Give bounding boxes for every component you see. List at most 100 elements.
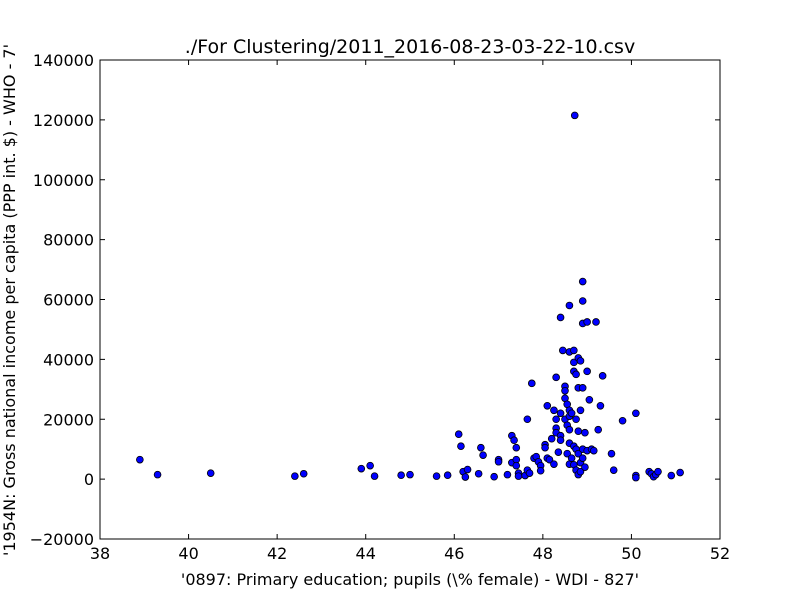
data-point-81 [570,111,579,120]
data-point-116 [632,409,640,418]
data-point-114 [609,466,618,474]
data-point-92 [576,406,585,415]
plot-background [100,60,720,539]
data-point-56 [556,409,565,418]
plot-frame [99,59,721,540]
x-tick-label-4: 46 [444,544,464,563]
data-point-82 [572,370,580,379]
y-tick-label-7: 120000 [33,111,94,130]
data-point-91 [576,357,585,365]
data-point-112 [598,372,607,380]
y-tick-label-4: 60000 [43,291,94,310]
data-point-100 [578,454,587,462]
data-point-94 [576,467,585,476]
data-point-3 [291,472,299,480]
data-point-103 [583,318,591,326]
data-point-12 [454,430,463,439]
data-point-83 [572,415,580,424]
data-point-55 [556,313,565,322]
data-point-44 [543,401,552,410]
data-point-11 [443,471,452,480]
x-tick-label-0: 38 [90,544,110,563]
y-tick-label-3: 40000 [43,350,94,369]
data-point-7 [370,472,379,480]
data-point-104 [583,367,591,376]
data-point-23 [503,470,512,479]
data-point-18 [477,443,485,452]
data-point-13 [457,442,465,450]
x-tick-label-6: 50 [621,544,641,563]
data-point-89 [574,449,583,458]
data-point-76 [570,346,578,355]
y-tick-label-0: −20000 [30,530,94,549]
data-point-16 [463,465,472,474]
x-axis-label: '0897: Primary education; pupils (\% fem… [181,570,639,589]
data-point-61 [561,387,569,395]
data-point-66 [563,449,572,458]
data-point-67 [565,301,574,310]
data-point-41 [536,466,545,475]
data-point-108 [589,446,598,455]
data-point-101 [581,428,589,437]
data-point-50 [552,373,560,382]
data-point-74 [567,409,576,418]
y-tick-label-6: 100000 [33,171,94,190]
data-point-96 [578,297,587,305]
data-point-51 [552,415,560,424]
data-point-71 [565,425,574,434]
data-point-115 [618,416,627,425]
data-point-46 [545,455,554,464]
data-point-10 [432,472,441,480]
x-tick-label-7: 52 [710,544,730,563]
data-point-31 [514,472,523,480]
data-point-15 [461,473,470,481]
data-point-27 [512,443,521,452]
data-point-125 [676,468,684,477]
data-point-118 [632,473,640,482]
data-point-49 [550,406,558,415]
data-point-95 [578,277,587,286]
data-point-9 [406,470,414,479]
data-point-88 [574,427,583,436]
data-point-54 [554,448,563,456]
data-point-35 [523,415,532,424]
data-point-19 [479,451,487,459]
data-point-34 [525,469,534,477]
data-point-5 [357,464,366,473]
data-point-59 [558,346,567,355]
data-point-6 [366,461,374,470]
points-layer [136,111,684,482]
data-point-8 [397,471,405,480]
data-point-36 [527,379,536,388]
data-point-22 [494,457,503,466]
y-tick-label-2: 20000 [43,410,94,429]
data-point-1 [153,470,162,479]
data-point-124 [667,471,676,480]
data-point-58 [556,436,565,445]
x-tick-label-1: 40 [178,544,198,563]
data-point-98 [578,384,587,392]
y-tick-label-8: 140000 [33,51,94,70]
data-point-109 [592,318,600,326]
data-point-110 [594,425,603,434]
data-point-29 [512,461,521,470]
data-point-111 [596,401,605,410]
data-point-43 [541,443,549,452]
data-point-0 [136,455,144,464]
x-tick-label-5: 48 [533,544,553,563]
data-point-4 [299,469,308,478]
data-point-113 [607,449,616,458]
y-axis-label: '1954N: Gross national income per capita… [0,44,19,556]
data-point-20 [490,472,498,481]
data-point-2 [206,469,215,477]
y-tick-label-5: 80000 [43,231,94,250]
data-point-75 [567,454,576,462]
x-tick-label-3: 44 [356,544,376,563]
y-tick-label-1: 0 [84,470,94,489]
data-point-25 [510,436,518,445]
data-point-106 [585,395,594,404]
x-tick-label-2: 42 [267,544,287,563]
data-point-123 [654,467,662,476]
chart-title: ./For Clustering/2011_2016-08-23-03-22-1… [185,36,635,58]
